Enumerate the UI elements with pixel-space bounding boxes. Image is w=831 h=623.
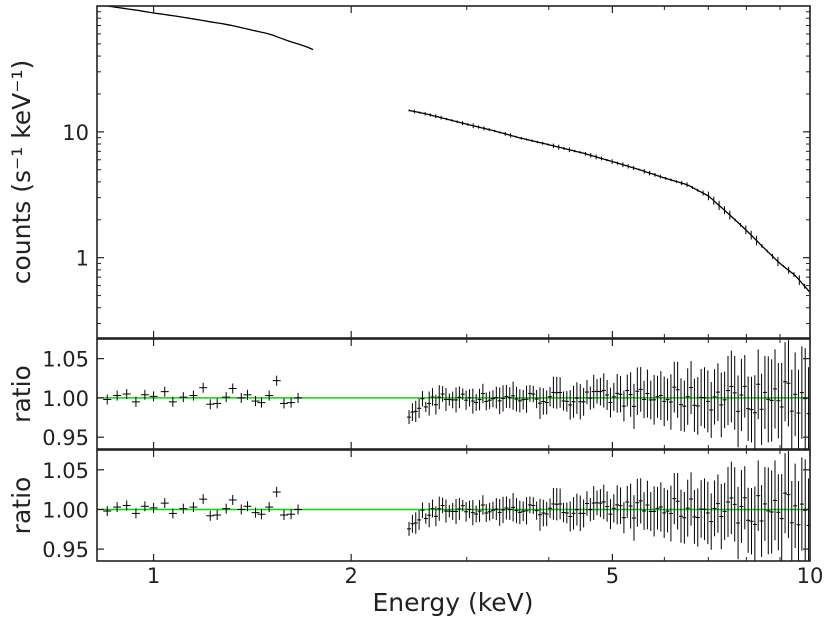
ratio-lower-plot-area [97,451,810,561]
x-tick-label: 2 [344,564,357,588]
spectrum-plot-area [107,6,810,296]
energy-axis: 1 2 5 10 [147,564,823,588]
ratio-lower-frame [96,449,811,562]
ratio-upper-plot-area [97,340,810,449]
spectrum-model-line [107,6,314,51]
x-tick-label: 10 [797,564,824,588]
y-tick-label: 0.95 [42,538,89,562]
spectrum-model-line [408,109,810,293]
y-tick-label: 1 [76,247,89,271]
y-tick-label: 1.05 [42,348,89,372]
ratio-lower-ylabel: ratio [7,477,36,535]
y-tick-label: 1.05 [42,459,89,483]
ratio-upper-ylabel: ratio [7,365,36,423]
y-tick-label: 10 [62,121,89,145]
spectrum-frame [96,5,811,339]
y-tick-label: 0.95 [42,426,89,450]
x-tick-label: 1 [147,564,160,588]
x-tick-label: 5 [606,564,619,588]
y-tick-label: 1.00 [42,387,89,411]
ratio-upper-frame [96,338,811,450]
x-axis-label: Energy (keV) [372,588,533,617]
spectrum-ylabel: counts (s⁻¹ keV⁻¹) [7,60,36,285]
y-tick-label: 1.00 [42,498,89,522]
spectrum-panel: 1 10 counts (s⁻¹ keV⁻¹) [7,5,811,339]
